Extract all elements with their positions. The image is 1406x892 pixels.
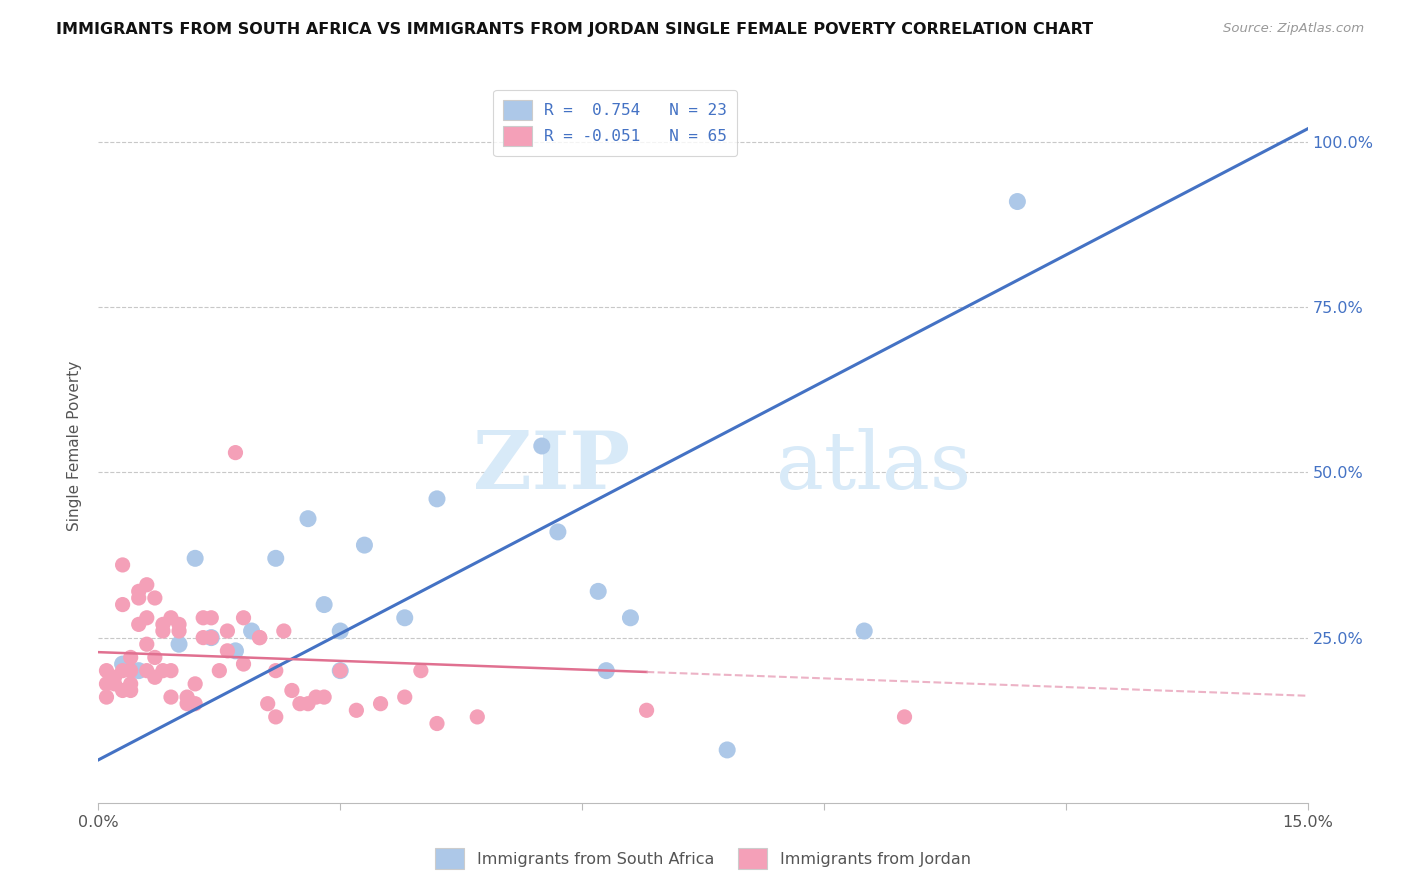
Point <box>135 578 157 592</box>
Point <box>135 637 157 651</box>
Point <box>426 716 449 731</box>
Point <box>152 617 174 632</box>
Point <box>200 631 222 645</box>
Point <box>329 664 352 678</box>
Text: IMMIGRANTS FROM SOUTH AFRICA VS IMMIGRANTS FROM JORDAN SINGLE FEMALE POVERTY COR: IMMIGRANTS FROM SOUTH AFRICA VS IMMIGRAN… <box>56 22 1094 37</box>
Point <box>465 710 488 724</box>
Point <box>264 551 287 566</box>
Point <box>240 624 263 638</box>
Point <box>370 697 392 711</box>
Text: ZIP: ZIP <box>474 428 630 507</box>
Point <box>394 611 416 625</box>
Point <box>217 624 239 638</box>
Point <box>619 611 641 625</box>
Point <box>636 703 658 717</box>
Point <box>96 690 118 704</box>
Legend: Immigrants from South Africa, Immigrants from Jordan: Immigrants from South Africa, Immigrants… <box>429 842 977 875</box>
Point <box>96 664 118 678</box>
Point <box>716 743 738 757</box>
Point <box>329 664 352 678</box>
Point <box>297 511 319 525</box>
Point <box>893 710 915 724</box>
Point <box>135 611 157 625</box>
Point <box>530 439 553 453</box>
Point <box>152 624 174 638</box>
Point <box>394 690 416 704</box>
Point <box>409 664 432 678</box>
Point <box>256 697 278 711</box>
Point <box>200 611 222 625</box>
Point <box>305 690 328 704</box>
Point <box>264 664 287 678</box>
Point <box>249 631 271 645</box>
Point <box>1007 194 1029 209</box>
Point <box>135 664 157 678</box>
Point <box>176 690 198 704</box>
Point <box>111 683 134 698</box>
Point <box>288 697 311 711</box>
Point <box>224 644 246 658</box>
Point <box>193 631 215 645</box>
Legend: R =  0.754   N = 23, R = -0.051   N = 65: R = 0.754 N = 23, R = -0.051 N = 65 <box>494 90 737 156</box>
Y-axis label: Single Female Poverty: Single Female Poverty <box>67 361 83 531</box>
Point <box>111 657 134 671</box>
Point <box>184 551 207 566</box>
Point <box>297 697 319 711</box>
Point <box>193 611 215 625</box>
Point <box>208 664 231 678</box>
Point <box>232 657 254 671</box>
Point <box>853 624 876 638</box>
Point <box>281 683 304 698</box>
Text: Source: ZipAtlas.com: Source: ZipAtlas.com <box>1223 22 1364 36</box>
Point <box>329 624 352 638</box>
Point <box>128 584 150 599</box>
Point <box>143 650 166 665</box>
Point <box>160 690 183 704</box>
Point <box>547 524 569 539</box>
Point <box>128 617 150 632</box>
Point <box>264 710 287 724</box>
Point <box>353 538 375 552</box>
Point <box>103 670 125 684</box>
Point <box>143 670 166 684</box>
Point <box>120 664 142 678</box>
Point <box>586 584 609 599</box>
Point <box>143 591 166 605</box>
Point <box>314 598 336 612</box>
Point <box>344 703 367 717</box>
Text: atlas: atlas <box>776 428 970 507</box>
Point <box>200 631 222 645</box>
Point <box>96 677 118 691</box>
Point <box>120 650 142 665</box>
Point <box>176 697 198 711</box>
Point <box>128 664 150 678</box>
Point <box>232 611 254 625</box>
Point <box>273 624 295 638</box>
Point <box>111 664 134 678</box>
Point <box>184 677 207 691</box>
Point <box>184 697 207 711</box>
Point <box>167 617 190 632</box>
Point <box>217 644 239 658</box>
Point <box>160 664 183 678</box>
Point <box>120 677 142 691</box>
Point <box>224 445 246 459</box>
Point <box>167 637 190 651</box>
Point <box>152 664 174 678</box>
Point <box>595 664 617 678</box>
Point <box>160 611 183 625</box>
Point <box>111 558 134 572</box>
Point <box>249 631 271 645</box>
Point <box>314 690 336 704</box>
Point <box>426 491 449 506</box>
Point <box>111 598 134 612</box>
Point <box>103 677 125 691</box>
Point <box>128 591 150 605</box>
Point <box>167 624 190 638</box>
Point <box>120 683 142 698</box>
